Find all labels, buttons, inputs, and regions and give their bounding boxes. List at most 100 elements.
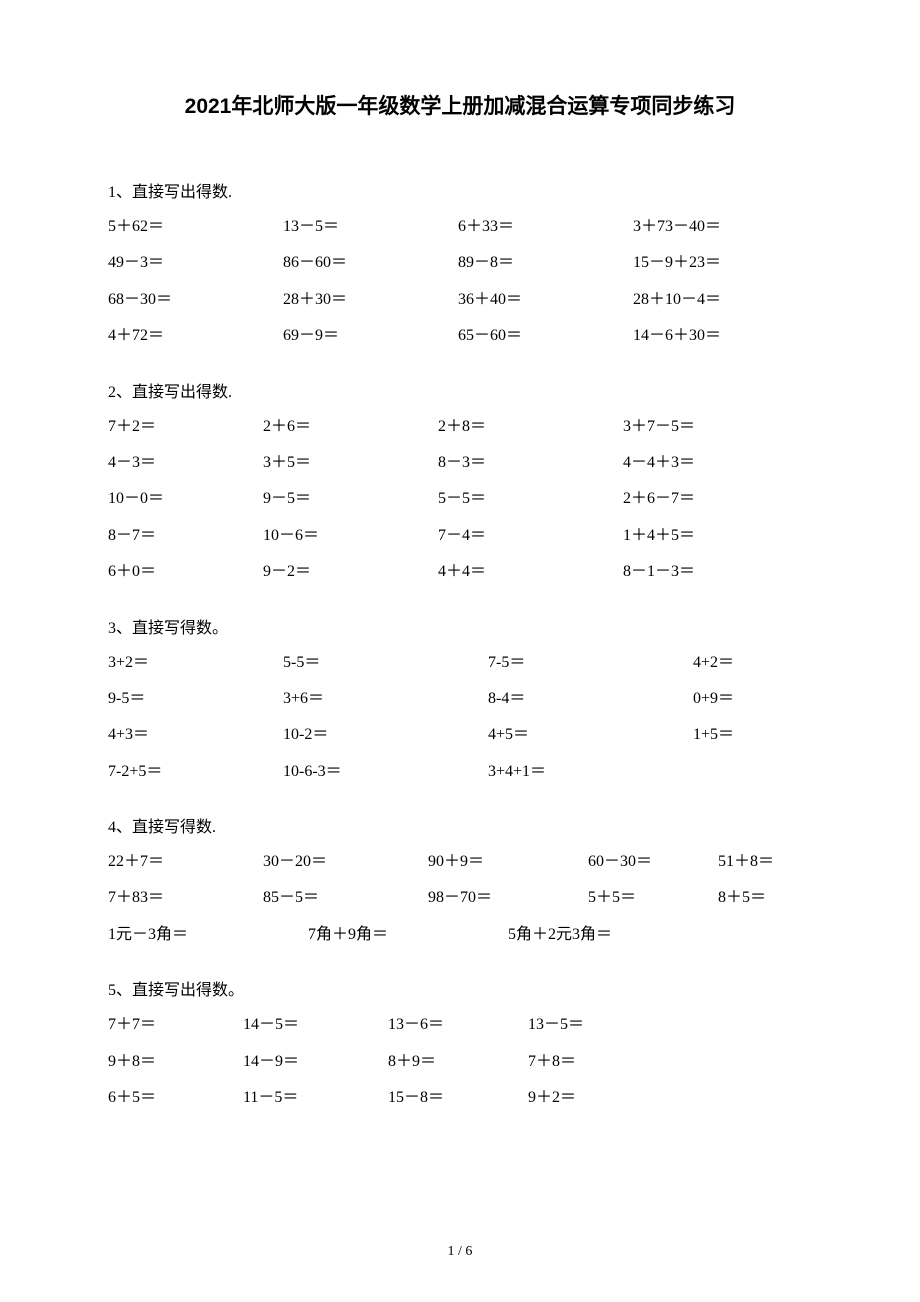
problem: 11－5＝ <box>243 1087 388 1109</box>
problem-row: 6＋5＝ 11－5＝ 15－8＝ 9＋2＝ <box>108 1087 812 1109</box>
problem: 9＋8＝ <box>108 1051 243 1073</box>
problem: 90＋9＝ <box>428 851 588 873</box>
problem: 28＋10－4＝ <box>633 289 812 311</box>
problem: 3+6＝ <box>283 688 488 710</box>
problem: 3＋73－40＝ <box>633 216 812 238</box>
problem: 9－2＝ <box>263 561 438 583</box>
problem: 15－8＝ <box>388 1087 528 1109</box>
problem: 7角＋9角＝ <box>308 924 508 946</box>
section-1-heading: 1、直接写出得数. <box>108 178 812 202</box>
problem: 9＋2＝ <box>528 1087 812 1109</box>
problem-row: 7-2+5＝ 10-6-3＝ 3+4+1＝ <box>108 761 812 783</box>
problem-row: 68－30＝ 28＋30＝ 36＋40＝ 28＋10－4＝ <box>108 289 812 311</box>
problem: 15－9＋23＝ <box>633 252 812 274</box>
problem: 9－5＝ <box>263 488 438 510</box>
problem-row: 9＋8＝ 14－9＝ 8＋9＝ 7＋8＝ <box>108 1051 812 1073</box>
problem: 8＋5＝ <box>718 887 812 909</box>
problem: 6＋33＝ <box>458 216 633 238</box>
problem: 10-6-3＝ <box>283 761 488 783</box>
problem-row: 10－0＝ 9－5＝ 5－5＝ 2＋6－7＝ <box>108 488 812 510</box>
problem: 14－6＋30＝ <box>633 325 812 347</box>
problem: 2＋8＝ <box>438 416 623 438</box>
problem: 10－0＝ <box>108 488 263 510</box>
problem: 9-5＝ <box>108 688 283 710</box>
problem: 10-2＝ <box>283 724 488 746</box>
problem-row: 22＋7＝ 30－20＝ 90＋9＝ 60－30＝ 51＋8＝ <box>108 851 812 873</box>
section-4-heading: 4、直接写得数. <box>108 813 812 837</box>
problem: 36＋40＝ <box>458 289 633 311</box>
problem: 7－4＝ <box>438 525 623 547</box>
problem: 69－9＝ <box>283 325 458 347</box>
problem-row: 3+2＝ 5-5＝ 7-5＝ 4+2＝ <box>108 652 812 674</box>
problem: 28＋30＝ <box>283 289 458 311</box>
problem: 8-4＝ <box>488 688 693 710</box>
section-3-heading: 3、直接写得数。 <box>108 614 812 638</box>
problem: 51＋8＝ <box>718 851 812 873</box>
problem: 60－30＝ <box>588 851 718 873</box>
problem: 5－5＝ <box>438 488 623 510</box>
problem: 89－8＝ <box>458 252 633 274</box>
problem: 14－5＝ <box>243 1014 388 1036</box>
problem-row: 4＋72＝ 69－9＝ 65－60＝ 14－6＋30＝ <box>108 325 812 347</box>
page-number: 1 / 6 <box>0 1244 920 1260</box>
problem: 7＋8＝ <box>528 1051 812 1073</box>
problem: 86－60＝ <box>283 252 458 274</box>
problem: 0+9＝ <box>693 688 812 710</box>
problem: 6＋0＝ <box>108 561 263 583</box>
problem: 7-2+5＝ <box>108 761 283 783</box>
problem: 6＋5＝ <box>108 1087 243 1109</box>
problem: 2＋6－7＝ <box>623 488 812 510</box>
section-2-heading: 2、直接写出得数. <box>108 378 812 402</box>
problem: 8－3＝ <box>438 452 623 474</box>
problem: 8＋9＝ <box>388 1051 528 1073</box>
problem: 3+4+1＝ <box>488 761 653 783</box>
problem: 30－20＝ <box>263 851 428 873</box>
problem: 5＋5＝ <box>588 887 718 909</box>
section-5-heading: 5、直接写出得数。 <box>108 976 812 1000</box>
problem: 68－30＝ <box>108 289 283 311</box>
problem: 65－60＝ <box>458 325 633 347</box>
problem: 5角＋2元3角＝ <box>508 924 812 946</box>
problem: 4＋72＝ <box>108 325 283 347</box>
problem: 4－3＝ <box>108 452 263 474</box>
problem: 4－4＋3＝ <box>623 452 812 474</box>
problem: 7＋2＝ <box>108 416 263 438</box>
problem: 7＋7＝ <box>108 1014 243 1036</box>
problem: 8－1－3＝ <box>623 561 812 583</box>
problem-row: 7＋83＝ 85－5＝ 98－70＝ 5＋5＝ 8＋5＝ <box>108 887 812 909</box>
problem-row: 49－3＝ 86－60＝ 89－8＝ 15－9＋23＝ <box>108 252 812 274</box>
problem: 13－5＝ <box>528 1014 812 1036</box>
problem: 5＋62＝ <box>108 216 283 238</box>
document-title: 2021年北师大版一年级数学上册加减混合运算专项同步练习 <box>108 90 812 120</box>
problem: 3+2＝ <box>108 652 283 674</box>
problem-row: 4－3＝ 3＋5＝ 8－3＝ 4－4＋3＝ <box>108 452 812 474</box>
problem: 22＋7＝ <box>108 851 263 873</box>
problem: 8－7＝ <box>108 525 263 547</box>
problem: 3＋7－5＝ <box>623 416 812 438</box>
problem: 7-5＝ <box>488 652 693 674</box>
problem: 10－6＝ <box>263 525 438 547</box>
problem-row: 7＋7＝ 14－5＝ 13－6＝ 13－5＝ <box>108 1014 812 1036</box>
problem: 1+5＝ <box>693 724 812 746</box>
problem: 98－70＝ <box>428 887 588 909</box>
problem: 5-5＝ <box>283 652 488 674</box>
problem: 14－9＝ <box>243 1051 388 1073</box>
problem: 3＋5＝ <box>263 452 438 474</box>
problem: 4+3＝ <box>108 724 283 746</box>
problem-row: 6＋0＝ 9－2＝ 4＋4＝ 8－1－3＝ <box>108 561 812 583</box>
problem: 4＋4＝ <box>438 561 623 583</box>
problem-row: 9-5＝ 3+6＝ 8-4＝ 0+9＝ <box>108 688 812 710</box>
problem: 4+2＝ <box>693 652 812 674</box>
problem: 1元－3角＝ <box>108 924 308 946</box>
problem: 13－6＝ <box>388 1014 528 1036</box>
problem-row: 1元－3角＝ 7角＋9角＝ 5角＋2元3角＝ <box>108 924 812 946</box>
problem: 85－5＝ <box>263 887 428 909</box>
problem: 7＋83＝ <box>108 887 263 909</box>
problem-row: 4+3＝ 10-2＝ 4+5＝ 1+5＝ <box>108 724 812 746</box>
problem: 4+5＝ <box>488 724 693 746</box>
problem: 49－3＝ <box>108 252 283 274</box>
problem: 2＋6＝ <box>263 416 438 438</box>
problem-row: 5＋62＝ 13－5＝ 6＋33＝ 3＋73－40＝ <box>108 216 812 238</box>
problem: 1＋4＋5＝ <box>623 525 812 547</box>
problem-row: 7＋2＝ 2＋6＝ 2＋8＝ 3＋7－5＝ <box>108 416 812 438</box>
